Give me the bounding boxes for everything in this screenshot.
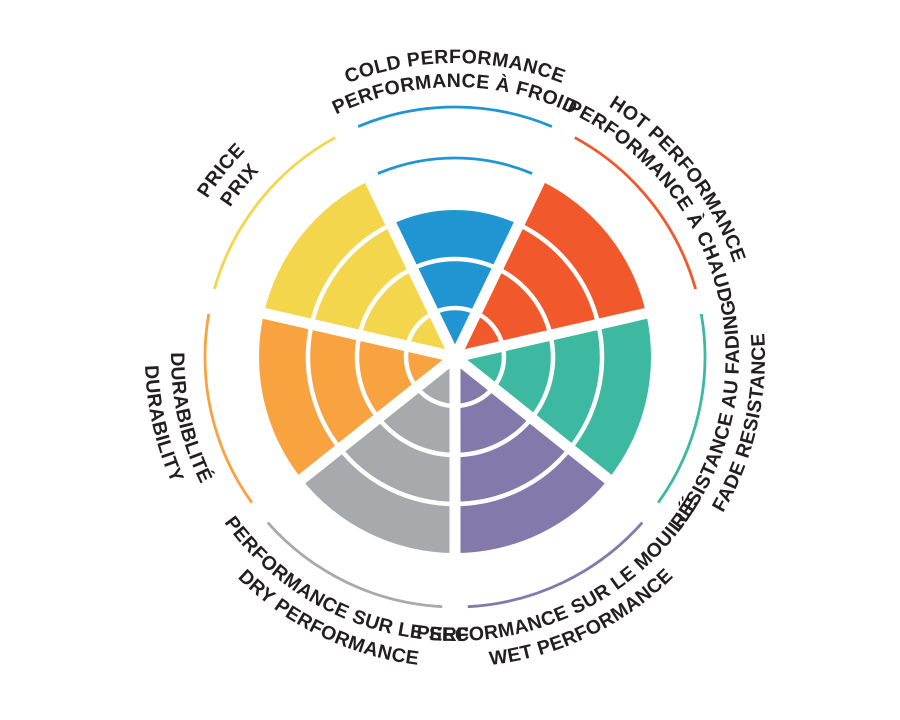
rim-arc-wet [467, 521, 644, 609]
ring-separator-price-2 [357, 266, 414, 336]
spoke-separator-0 [450, 156, 556, 360]
ring-separator-wet-2 [454, 416, 534, 458]
rim-arc-dry [266, 521, 443, 609]
ring-separator-durability-3 [305, 323, 342, 451]
ring-separator-fade-2 [529, 334, 556, 420]
rim-arcs [203, 105, 707, 609]
spoke-separator-6 [354, 156, 460, 360]
ring-separator-dry-3 [338, 447, 456, 507]
center-hub [448, 350, 462, 364]
spoke-separator-5 [239, 302, 457, 363]
value-marker-arc-cold [377, 156, 533, 175]
ring-separator-dry-2 [376, 416, 456, 458]
wedge-dry [301, 357, 455, 553]
rim-arc-hot [574, 136, 697, 290]
wedge-hot [455, 180, 647, 357]
wedge-cold [391, 210, 519, 357]
ring-separator-wet-3 [454, 447, 572, 507]
rim-arc-price [213, 136, 336, 290]
rim-arc-cold [357, 105, 553, 128]
spoke-separator-4 [279, 352, 459, 499]
ring-separator-hot-3 [517, 222, 601, 325]
wedge-price [263, 180, 455, 357]
ring-separator-cold-2 [411, 256, 499, 271]
rim-arc-durability [203, 313, 254, 504]
ring-separator-durability-2 [354, 334, 381, 420]
rim-arc-fade [656, 313, 707, 504]
wedge-wet [455, 357, 609, 553]
spoke-separator-2 [451, 352, 631, 499]
ring-separator-price-3 [309, 222, 393, 325]
spoke-separator-1 [453, 302, 671, 363]
ring-separator-hot-2 [496, 266, 553, 336]
ring-separator-fade-3 [568, 323, 605, 451]
spoke-separators [239, 156, 671, 577]
